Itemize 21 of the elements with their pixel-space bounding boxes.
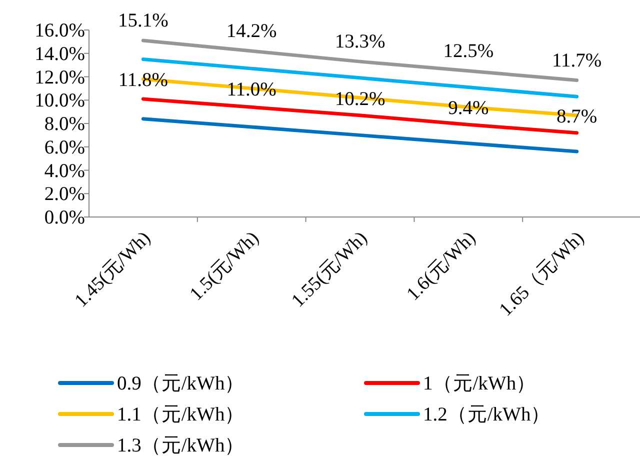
y-tick-label: 14.0%: [34, 44, 85, 65]
legend-label: 1（元/kWh）: [423, 374, 536, 394]
data-label: 11.7%: [552, 50, 602, 72]
y-tick-label: 4.0%: [44, 160, 85, 182]
legend-label: 1.3（元/kWh）: [117, 436, 245, 456]
y-tick-label: 16.0%: [34, 20, 85, 42]
y-tick-label: 6.0%: [44, 137, 85, 158]
data-label: 11.8%: [118, 70, 168, 92]
legend-label: 1.1（元/kWh）: [117, 404, 245, 426]
data-label: 14.2%: [226, 21, 277, 42]
y-tick-label: 0.0%: [44, 208, 85, 228]
y-tick-label: 8.0%: [44, 114, 85, 135]
data-label: 15.1%: [118, 10, 168, 32]
y-tick-label: 2.0%: [44, 184, 85, 206]
y-tick-label: 10.0%: [34, 90, 85, 112]
data-label: 12.5%: [443, 40, 494, 62]
legend-label: 1.2（元/kWh）: [423, 404, 551, 426]
data-label: 8.7%: [556, 106, 598, 128]
data-label: 13.3%: [334, 32, 386, 53]
legend-label: 0.9（元/kWh）: [117, 374, 245, 394]
y-tick-label: 12.0%: [34, 67, 85, 88]
